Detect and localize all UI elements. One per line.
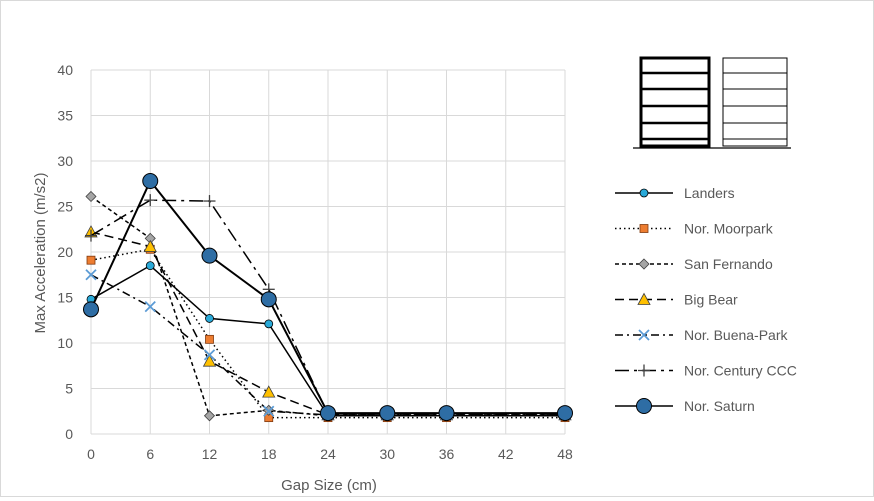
y-tick-label: 0 xyxy=(65,426,73,442)
data-point xyxy=(86,255,96,265)
legend-item: Nor. Century CCC xyxy=(615,363,797,379)
y-tick-label: 5 xyxy=(65,381,73,397)
data-point xyxy=(637,292,651,305)
data-point xyxy=(85,190,97,203)
x-tick-label: 0 xyxy=(87,446,95,462)
y-tick-labels: 0 5 10 15 20 25 30 35 40 xyxy=(57,62,73,442)
data-point xyxy=(639,188,649,198)
legend-label: Landers xyxy=(684,185,735,201)
data-point xyxy=(83,301,99,318)
x-tick-label: 24 xyxy=(320,446,336,462)
y-tick-label: 20 xyxy=(57,244,73,260)
data-point xyxy=(438,405,455,422)
data-point xyxy=(263,405,275,417)
y-tick-label: 30 xyxy=(57,153,73,169)
data-point xyxy=(264,319,274,329)
x-tick-labels: 0 6 12 18 24 30 36 42 48 xyxy=(87,446,573,462)
data-point xyxy=(638,364,650,377)
legend-label: San Fernando xyxy=(684,256,773,272)
data-point xyxy=(320,405,336,422)
data-point xyxy=(145,261,155,271)
building-right-icon xyxy=(722,57,788,147)
series-line xyxy=(90,179,565,415)
legend-item: Nor. Moorpark xyxy=(615,221,774,237)
data-point xyxy=(202,354,217,367)
y-tick-label: 10 xyxy=(57,335,73,351)
series-nor-saturn xyxy=(83,173,573,422)
data-point xyxy=(638,329,650,341)
legend-label: Nor. Moorpark xyxy=(684,221,774,237)
x-tick-label: 6 xyxy=(146,446,154,462)
data-point xyxy=(638,258,650,270)
data-point xyxy=(260,291,277,308)
y-tick-label: 15 xyxy=(57,290,73,306)
data-point xyxy=(85,229,97,242)
data-point xyxy=(85,269,97,281)
data-point xyxy=(144,194,157,207)
legend-label: Nor. Saturn xyxy=(684,398,755,414)
data-point xyxy=(205,314,214,323)
legend: Landers Nor. Moorpark San Fernando Big Bear… xyxy=(615,185,797,414)
data-point xyxy=(203,410,216,422)
plot-area xyxy=(83,173,573,423)
x-tick-label: 12 xyxy=(202,446,218,462)
series-line xyxy=(90,199,565,415)
y-tick-label: 35 xyxy=(57,108,73,124)
legend-label: Nor. Century CCC xyxy=(684,363,797,379)
legend-label: Big Bear xyxy=(684,292,738,308)
legend-item: San Fernando xyxy=(615,256,773,272)
x-tick-label: 42 xyxy=(498,446,514,462)
legend-item: Big Bear xyxy=(615,292,738,308)
data-point xyxy=(262,385,276,398)
x-tick-label: 36 xyxy=(439,446,455,462)
building-left-icon xyxy=(639,56,711,148)
data-point xyxy=(142,173,159,190)
data-point xyxy=(639,224,649,233)
data-point xyxy=(203,349,216,361)
y-tick-label: 25 xyxy=(57,199,73,215)
building-diagram xyxy=(633,56,791,149)
grid-lines xyxy=(90,69,566,435)
x-tick-label: 30 xyxy=(379,446,395,462)
data-point xyxy=(143,239,157,252)
data-point xyxy=(636,398,652,414)
data-point xyxy=(201,247,218,264)
x-tick-label: 48 xyxy=(557,446,573,462)
legend-item: Nor. Saturn xyxy=(615,398,755,414)
legend-item: Landers xyxy=(615,185,735,201)
series-line xyxy=(90,264,565,417)
data-point xyxy=(203,195,216,208)
legend-item: Nor. Buena-Park xyxy=(615,327,788,343)
series-line xyxy=(90,274,565,416)
data-point xyxy=(144,300,156,313)
x-tick-label: 18 xyxy=(261,446,277,462)
y-axis-label: Max Acceleration (m/s2) xyxy=(32,173,49,334)
series-line xyxy=(90,231,565,416)
legend-label: Nor. Buena-Park xyxy=(684,327,788,343)
data-point xyxy=(379,405,396,422)
y-tick-label: 40 xyxy=(57,62,73,78)
data-point xyxy=(205,334,214,344)
data-point xyxy=(557,405,573,422)
x-axis-label: Gap Size (cm) xyxy=(281,477,377,494)
